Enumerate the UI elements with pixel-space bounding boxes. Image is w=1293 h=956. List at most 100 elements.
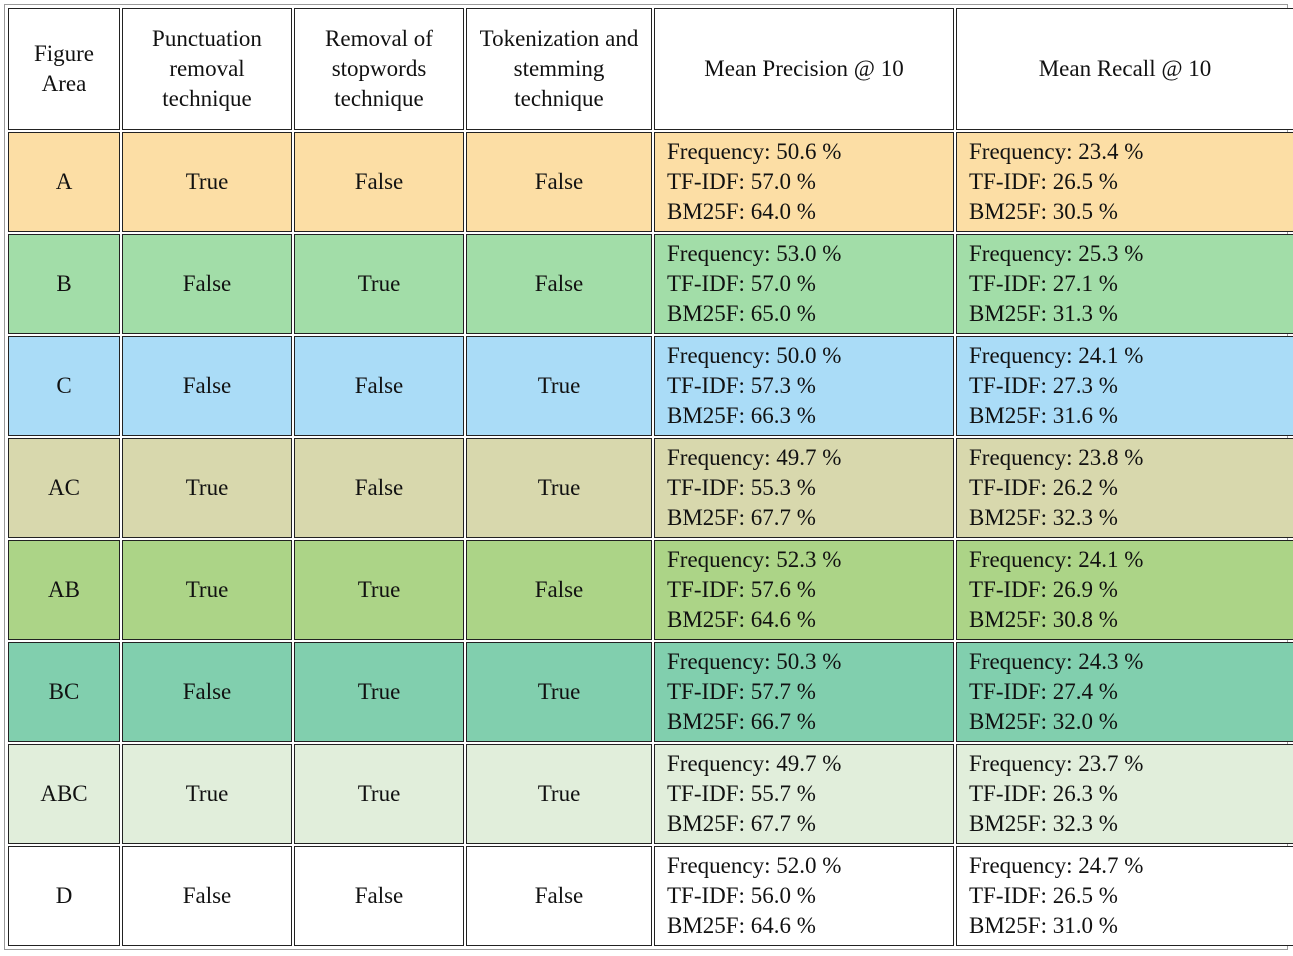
recall-tf-idf: TF-IDF: 27.4 % <box>969 679 1118 704</box>
tokenization-stemming-cell: False <box>466 846 652 946</box>
recall-bm25f: BM25F: 31.6 % <box>969 403 1118 428</box>
figure-area-cell: D <box>8 846 120 946</box>
mean-recall-cell: Frequency: 23.8 % TF-IDF: 26.2 % BM25F: … <box>956 438 1293 538</box>
results-table-frame: Figure Area Punctuation removal techniqu… <box>4 4 1293 950</box>
precision-frequency: Frequency: 50.3 % <box>667 649 842 674</box>
mean-precision-cell: Frequency: 52.0 % TF-IDF: 56.0 % BM25F: … <box>654 846 954 946</box>
precision-bm25f: BM25F: 67.7 % <box>667 811 816 836</box>
table-body: A True False False Frequency: 50.6 % TF-… <box>8 132 1293 946</box>
recall-tf-idf: TF-IDF: 27.3 % <box>969 373 1118 398</box>
precision-bm25f: BM25F: 65.0 % <box>667 301 816 326</box>
precision-bm25f: BM25F: 64.0 % <box>667 199 816 224</box>
stopwords-removal-cell: False <box>294 336 464 436</box>
precision-tf-idf: TF-IDF: 57.0 % <box>667 271 816 296</box>
punctuation-removal-cell: True <box>122 540 292 640</box>
mean-precision-cell: Frequency: 49.7 % TF-IDF: 55.3 % BM25F: … <box>654 438 954 538</box>
stopwords-removal-cell: False <box>294 846 464 946</box>
recall-tf-idf: TF-IDF: 26.3 % <box>969 781 1118 806</box>
tokenization-stemming-cell: True <box>466 336 652 436</box>
tokenization-stemming-cell: False <box>466 234 652 334</box>
recall-frequency: Frequency: 25.3 % <box>969 241 1144 266</box>
recall-tf-idf: TF-IDF: 26.2 % <box>969 475 1118 500</box>
recall-bm25f: BM25F: 30.5 % <box>969 199 1118 224</box>
figure-area-cell: B <box>8 234 120 334</box>
mean-recall-cell: Frequency: 25.3 % TF-IDF: 27.1 % BM25F: … <box>956 234 1293 334</box>
recall-frequency: Frequency: 23.7 % <box>969 751 1144 776</box>
tokenization-stemming-cell: True <box>466 744 652 844</box>
recall-bm25f: BM25F: 32.3 % <box>969 811 1118 836</box>
precision-tf-idf: TF-IDF: 57.0 % <box>667 169 816 194</box>
precision-bm25f: BM25F: 67.7 % <box>667 505 816 530</box>
precision-bm25f: BM25F: 64.6 % <box>667 607 816 632</box>
recall-bm25f: BM25F: 30.8 % <box>969 607 1118 632</box>
table-row: AB True True False Frequency: 52.3 % TF-… <box>8 540 1293 640</box>
recall-bm25f: BM25F: 31.0 % <box>969 913 1118 938</box>
precision-tf-idf: TF-IDF: 56.0 % <box>667 883 816 908</box>
precision-bm25f: BM25F: 66.3 % <box>667 403 816 428</box>
header-stopwords-removal: Removal of stopwords technique <box>294 8 464 130</box>
recall-tf-idf: TF-IDF: 26.5 % <box>969 883 1118 908</box>
precision-tf-idf: TF-IDF: 57.6 % <box>667 577 816 602</box>
punctuation-removal-cell: False <box>122 234 292 334</box>
stopwords-removal-cell: True <box>294 642 464 742</box>
stopwords-removal-cell: True <box>294 540 464 640</box>
table-row: A True False False Frequency: 50.6 % TF-… <box>8 132 1293 232</box>
mean-precision-cell: Frequency: 50.6 % TF-IDF: 57.0 % BM25F: … <box>654 132 954 232</box>
table-row: BC False True True Frequency: 50.3 % TF-… <box>8 642 1293 742</box>
recall-frequency: Frequency: 23.4 % <box>969 139 1144 164</box>
table-row: D False False False Frequency: 52.0 % TF… <box>8 846 1293 946</box>
header-tokenization-stemming: Tokenization and stemming technique <box>466 8 652 130</box>
precision-frequency: Frequency: 52.3 % <box>667 547 842 572</box>
figure-area-cell: BC <box>8 642 120 742</box>
recall-bm25f: BM25F: 31.3 % <box>969 301 1118 326</box>
mean-precision-cell: Frequency: 53.0 % TF-IDF: 57.0 % BM25F: … <box>654 234 954 334</box>
header-figure-area: Figure Area <box>8 8 120 130</box>
precision-tf-idf: TF-IDF: 55.7 % <box>667 781 816 806</box>
precision-frequency: Frequency: 50.6 % <box>667 139 842 164</box>
punctuation-removal-cell: False <box>122 846 292 946</box>
mean-precision-cell: Frequency: 50.0 % TF-IDF: 57.3 % BM25F: … <box>654 336 954 436</box>
precision-tf-idf: TF-IDF: 57.3 % <box>667 373 816 398</box>
recall-bm25f: BM25F: 32.3 % <box>969 505 1118 530</box>
table-row: ABC True True True Frequency: 49.7 % TF-… <box>8 744 1293 844</box>
table-row: B False True False Frequency: 53.0 % TF-… <box>8 234 1293 334</box>
recall-frequency: Frequency: 24.7 % <box>969 853 1144 878</box>
punctuation-removal-cell: True <box>122 438 292 538</box>
header-row: Figure Area Punctuation removal techniqu… <box>8 8 1293 130</box>
recall-frequency: Frequency: 23.8 % <box>969 445 1144 470</box>
precision-frequency: Frequency: 52.0 % <box>667 853 842 878</box>
punctuation-removal-cell: False <box>122 642 292 742</box>
tokenization-stemming-cell: False <box>466 540 652 640</box>
results-table: Figure Area Punctuation removal techniqu… <box>6 6 1293 948</box>
precision-frequency: Frequency: 50.0 % <box>667 343 842 368</box>
punctuation-removal-cell: True <box>122 744 292 844</box>
punctuation-removal-cell: False <box>122 336 292 436</box>
figure-area-cell: AB <box>8 540 120 640</box>
stopwords-removal-cell: False <box>294 132 464 232</box>
precision-tf-idf: TF-IDF: 57.7 % <box>667 679 816 704</box>
mean-recall-cell: Frequency: 24.7 % TF-IDF: 26.5 % BM25F: … <box>956 846 1293 946</box>
stopwords-removal-cell: False <box>294 438 464 538</box>
tokenization-stemming-cell: True <box>466 438 652 538</box>
tokenization-stemming-cell: True <box>466 642 652 742</box>
table-row: C False False True Frequency: 50.0 % TF-… <box>8 336 1293 436</box>
figure-area-cell: AC <box>8 438 120 538</box>
stopwords-removal-cell: True <box>294 744 464 844</box>
mean-precision-cell: Frequency: 52.3 % TF-IDF: 57.6 % BM25F: … <box>654 540 954 640</box>
precision-frequency: Frequency: 49.7 % <box>667 445 842 470</box>
header-punctuation-removal: Punctuation removal technique <box>122 8 292 130</box>
recall-tf-idf: TF-IDF: 26.9 % <box>969 577 1118 602</box>
recall-frequency: Frequency: 24.1 % <box>969 547 1144 572</box>
header-mean-recall: Mean Recall @ 10 <box>956 8 1293 130</box>
mean-precision-cell: Frequency: 49.7 % TF-IDF: 55.7 % BM25F: … <box>654 744 954 844</box>
mean-recall-cell: Frequency: 24.1 % TF-IDF: 26.9 % BM25F: … <box>956 540 1293 640</box>
mean-recall-cell: Frequency: 23.4 % TF-IDF: 26.5 % BM25F: … <box>956 132 1293 232</box>
recall-tf-idf: TF-IDF: 26.5 % <box>969 169 1118 194</box>
figure-area-cell: ABC <box>8 744 120 844</box>
mean-recall-cell: Frequency: 24.3 % TF-IDF: 27.4 % BM25F: … <box>956 642 1293 742</box>
recall-bm25f: BM25F: 32.0 % <box>969 709 1118 734</box>
recall-frequency: Frequency: 24.1 % <box>969 343 1144 368</box>
precision-frequency: Frequency: 53.0 % <box>667 241 842 266</box>
precision-bm25f: BM25F: 66.7 % <box>667 709 816 734</box>
table-row: AC True False True Frequency: 49.7 % TF-… <box>8 438 1293 538</box>
